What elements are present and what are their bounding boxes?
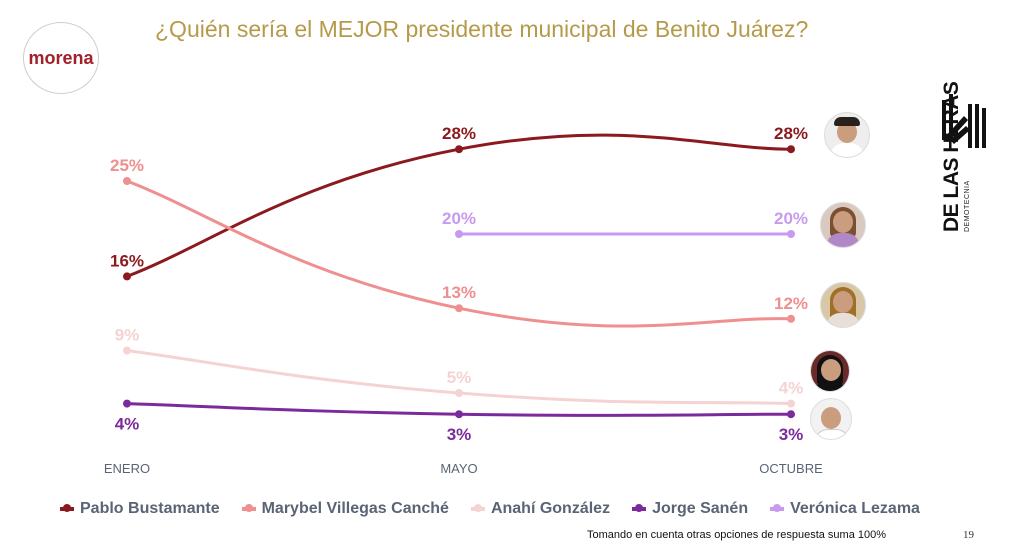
data-label: 5% [447,368,472,387]
de-las-heras-logo-icon [942,94,986,148]
data-label: 13% [442,283,476,302]
data-point [123,272,131,281]
legend-item: Jorge Sanén [632,500,748,518]
data-point [455,410,463,419]
data-point [123,399,131,408]
series-line [126,133,792,278]
data-label: 3% [779,425,804,444]
legend: Pablo Bustamante Marybel Villegas Canché A… [60,500,920,518]
data-label: 9% [115,326,140,345]
x-tick-label: ENERO [104,461,150,476]
data-point [787,230,795,238]
page-number: 19 [963,529,974,541]
data-label: 28% [442,124,476,143]
data-point [123,177,131,185]
data-point [787,145,795,154]
line-chart: ENERO MAYO OCTUBRE 16% 28% 28% 25% 13% 12% 9% 5% 4%… [104,124,823,476]
legend-marker-icon [632,504,647,512]
data-label: 12% [774,294,808,313]
data-label: 20% [442,209,476,228]
morena-logo-text: morena [28,47,94,68]
data-point [787,314,795,323]
candidate-photo-jorge [810,398,852,440]
data-label: 3% [447,425,472,444]
data-point [787,410,795,419]
legend-label: Anahí González [490,500,611,517]
legend-item: Marybel Villegas Canché [241,500,449,518]
legend-item: Verónica Lezama [770,500,920,518]
candidate-photo-anahi [810,350,850,392]
x-tick-label: MAYO [440,461,477,476]
legend-label: Jorge Sanén [652,500,749,517]
data-label: 25% [110,156,144,175]
footnote: Tomando en cuenta otras opciones de resp… [587,529,887,541]
data-label: 20% [774,209,808,228]
data-point [455,145,463,154]
x-tick-label: OCTUBRE [759,461,823,476]
data-point [455,230,463,238]
legend-label: Verónica Lezama [790,500,920,517]
legend-marker-icon [60,504,74,512]
candidate-photo-veronica [820,202,866,248]
legend-item: Anahí González [470,500,611,518]
data-point [455,389,463,397]
data-label: 16% [110,251,144,270]
chart-title: ¿Quién sería el MEJOR presidente municip… [155,16,809,42]
legend-marker-icon [241,504,256,512]
data-label: 28% [774,124,808,143]
legend-label: Marybel Villegas Canché [261,500,449,517]
legend-marker-icon [470,504,485,512]
data-label: 4% [115,415,140,434]
candidate-photo-marybel [820,282,866,328]
data-point [787,399,795,408]
legend-label: Pablo Bustamante [80,500,220,517]
data-point [123,346,131,355]
morena-logo: morena [23,22,99,94]
candidate-photo-pablo [824,112,870,158]
legend-marker-icon [770,504,785,512]
data-point [455,304,463,313]
data-label: 4% [779,379,804,398]
legend-item: Pablo Bustamante [60,500,220,518]
